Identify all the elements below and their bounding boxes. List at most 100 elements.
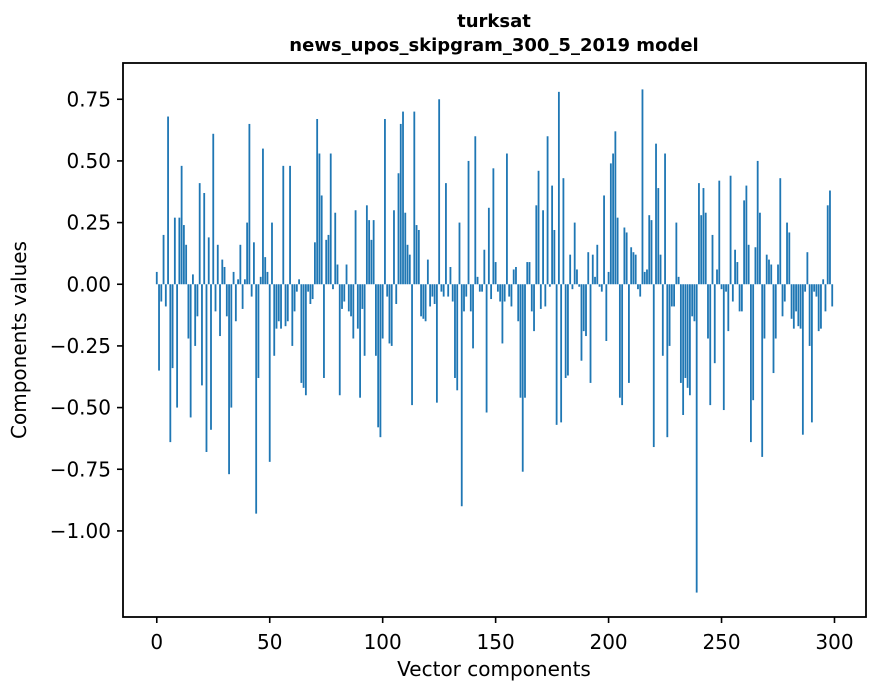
bar <box>318 153 321 285</box>
bar <box>519 284 522 398</box>
bar <box>180 165 183 285</box>
bar <box>332 284 334 290</box>
bar <box>646 269 648 285</box>
bar <box>320 195 323 285</box>
bar <box>709 284 712 406</box>
x-axis-ticks: 0 50 100 150 200 250 300 <box>150 617 854 654</box>
bar <box>431 284 434 297</box>
bar <box>359 284 361 398</box>
bar <box>388 284 391 344</box>
bar <box>223 266 226 285</box>
bar <box>643 271 646 285</box>
bar <box>352 284 355 339</box>
bar <box>783 284 786 302</box>
bar <box>544 284 547 307</box>
bar <box>815 284 818 297</box>
bar <box>553 229 556 285</box>
bar <box>720 284 723 290</box>
bar <box>786 222 788 285</box>
bar <box>648 215 651 285</box>
bar <box>609 163 612 285</box>
bar <box>304 284 307 396</box>
y-tick-label: 0.25 <box>66 211 111 235</box>
bar <box>433 284 436 304</box>
bar <box>487 207 490 285</box>
bar <box>234 284 237 322</box>
bar <box>239 244 242 285</box>
bar <box>334 212 337 285</box>
bar <box>756 160 759 285</box>
bar <box>537 170 540 285</box>
bar <box>729 175 732 285</box>
bar <box>474 136 477 285</box>
bar <box>499 284 502 302</box>
bar <box>501 284 504 344</box>
bar <box>225 284 228 317</box>
bar <box>530 284 533 312</box>
bar <box>713 284 716 364</box>
bar <box>770 264 773 285</box>
bar <box>426 259 429 285</box>
bar <box>580 284 583 361</box>
bar <box>402 111 404 285</box>
bar <box>485 284 488 413</box>
bar <box>655 143 657 285</box>
bar <box>266 271 269 285</box>
bar <box>467 160 470 285</box>
bar <box>702 188 705 285</box>
bar <box>246 222 249 285</box>
bar <box>639 284 642 297</box>
bar <box>336 264 339 285</box>
bar <box>372 220 375 285</box>
bar <box>614 131 617 285</box>
bar <box>817 284 820 332</box>
bar <box>395 284 398 304</box>
bar <box>700 215 703 285</box>
bar <box>598 284 601 287</box>
bar <box>510 284 513 307</box>
bar <box>350 284 352 317</box>
bar <box>612 153 615 285</box>
bar <box>343 284 346 302</box>
bar <box>546 136 549 285</box>
bar <box>562 178 565 285</box>
bar <box>158 284 160 371</box>
bar <box>603 195 605 285</box>
chart-title-line1: turksat <box>457 11 531 32</box>
y-tick-label: −0.25 <box>50 334 111 358</box>
bar <box>447 284 450 297</box>
bar <box>686 284 689 388</box>
bar <box>801 284 804 435</box>
bar <box>422 284 425 319</box>
bar <box>483 249 486 285</box>
bar <box>673 284 675 307</box>
bar <box>650 220 653 285</box>
x-tick-label: 50 <box>257 630 282 654</box>
bar <box>634 254 637 285</box>
bar <box>632 252 635 285</box>
bar <box>496 284 499 292</box>
bar <box>205 284 208 452</box>
x-tick-label: 200 <box>589 630 627 654</box>
bar <box>255 284 258 514</box>
bar <box>804 284 807 292</box>
bar <box>182 225 185 285</box>
bar <box>734 249 736 285</box>
bar <box>535 205 538 285</box>
bar <box>670 284 673 307</box>
bar <box>345 264 348 285</box>
bar <box>503 284 506 302</box>
bar <box>490 284 493 300</box>
bar <box>465 284 468 297</box>
bar <box>799 284 802 329</box>
bar <box>781 284 784 317</box>
bar <box>219 284 221 337</box>
bar <box>300 284 303 383</box>
bar <box>160 284 163 302</box>
bar <box>587 252 590 285</box>
bar <box>390 284 393 346</box>
bar <box>198 183 201 285</box>
bar <box>440 284 443 292</box>
bar <box>460 284 463 507</box>
bar <box>438 99 441 285</box>
